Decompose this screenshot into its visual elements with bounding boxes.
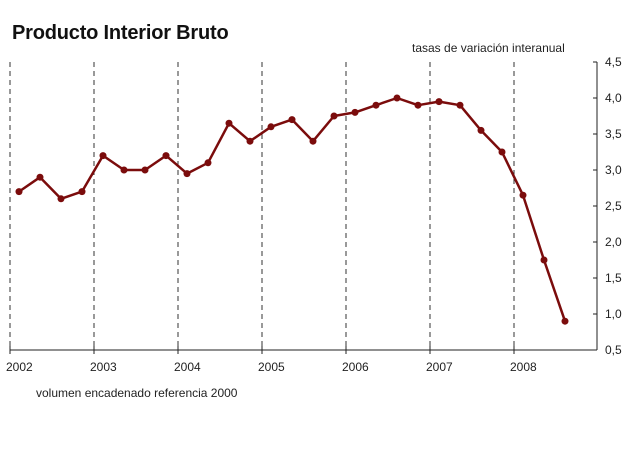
data-point (78, 188, 86, 196)
y-tick-label: 0,5 (605, 343, 622, 357)
data-point (99, 152, 107, 160)
data-point (414, 101, 422, 109)
data-point (120, 166, 128, 174)
x-tick-label: 2003 (90, 360, 117, 374)
data-point (372, 101, 380, 109)
x-tick-label: 2005 (258, 360, 285, 374)
year-gridlines (9, 62, 515, 350)
data-point (351, 108, 359, 116)
data-point (435, 98, 443, 106)
data-point (183, 170, 191, 178)
data-point (288, 116, 296, 124)
y-tick-label: 1,5 (605, 271, 622, 285)
data-point (519, 191, 527, 199)
data-point (498, 148, 506, 156)
chart-subtitle: tasas de variación interanual (412, 41, 565, 55)
y-tick-label: 3,0 (605, 163, 622, 177)
data-point (309, 137, 317, 145)
data-point (162, 152, 170, 160)
y-tick-label: 2,5 (605, 199, 622, 213)
data-point (540, 256, 548, 264)
chart-title: Producto Interior Bruto (12, 22, 229, 44)
data-point (36, 173, 44, 181)
x-tick-label: 2002 (6, 360, 33, 374)
x-tick-label: 2006 (342, 360, 369, 374)
data-point (15, 188, 23, 196)
y-tick-label: 4,0 (605, 91, 622, 105)
data-point (141, 166, 149, 174)
data-point (393, 94, 401, 102)
x-tick-label: 2004 (174, 360, 201, 374)
data-series (15, 94, 569, 325)
data-point (456, 101, 464, 109)
data-point (246, 137, 254, 145)
data-point (477, 126, 485, 134)
y-tick-label: 4,5 (605, 55, 622, 69)
chart-note: volumen encadenado referencia 2000 (36, 386, 238, 400)
y-tick-label: 1,0 (605, 307, 622, 321)
x-axis-ticks: 2002 2003 2004 2005 2006 2007 2008 (6, 346, 537, 374)
data-point (267, 123, 275, 131)
y-tick-label: 2,0 (605, 235, 622, 249)
x-tick-label: 2007 (426, 360, 453, 374)
data-point (57, 195, 65, 203)
data-point (561, 317, 569, 325)
y-tick-label: 3,5 (605, 127, 622, 141)
data-point (330, 112, 338, 120)
axes (10, 62, 598, 351)
data-point (204, 159, 212, 167)
y-axis-ticks: 0,5 1,0 1,5 2,0 2,5 3,0 3,5 4,0 4,5 (593, 55, 622, 357)
data-point (225, 119, 233, 127)
x-tick-label: 2008 (510, 360, 537, 374)
